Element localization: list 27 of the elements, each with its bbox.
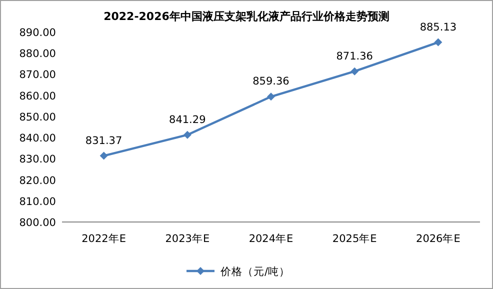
x-tick-label: 2026年E xyxy=(416,233,460,245)
y-tick-label: 860.00 xyxy=(19,90,56,102)
y-tick-label: 840.00 xyxy=(19,132,56,145)
x-tick-label: 2024年E xyxy=(248,233,294,245)
y-tick-label: 850.00 xyxy=(19,111,56,124)
y-tick-label: 890.00 xyxy=(19,27,56,39)
y-tick-label: 820.00 xyxy=(19,174,56,187)
x-tick-label: 2023年E xyxy=(165,233,210,245)
legend-label: 价格（元/吨） xyxy=(220,265,290,278)
y-tick-label: 810.00 xyxy=(19,196,56,208)
data-label: 831.37 xyxy=(85,134,122,147)
x-tick-label: 2022年E xyxy=(82,233,126,245)
data-label: 871.36 xyxy=(336,50,374,62)
y-tick-label: 880.00 xyxy=(19,48,56,60)
data-label: 859.36 xyxy=(252,76,290,88)
x-tick-label: 2025年E xyxy=(332,233,377,245)
point xyxy=(434,38,442,46)
point xyxy=(350,67,359,76)
data-label: 885.13 xyxy=(420,21,457,34)
y-tick-label: 870.00 xyxy=(19,69,56,82)
point xyxy=(100,152,108,160)
y-tick-label: 830.00 xyxy=(19,154,56,166)
point xyxy=(183,130,192,139)
point xyxy=(267,92,275,101)
data-label: 841.29 xyxy=(169,114,206,126)
y-tick-label: 800.00 xyxy=(19,217,56,229)
chart-title: 2022-2026年中国液压支架乳化液产品行业价格走势预测 xyxy=(104,10,390,23)
